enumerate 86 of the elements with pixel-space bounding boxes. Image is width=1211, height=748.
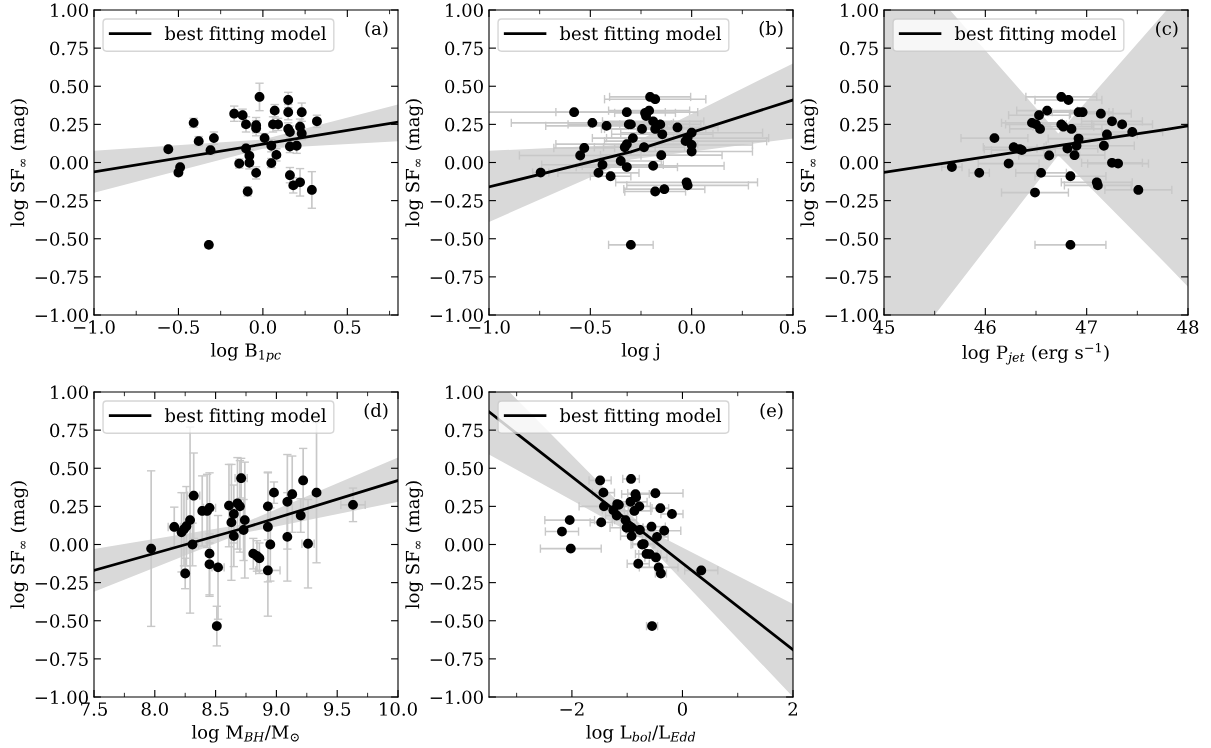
y-tick-label: 0.50 xyxy=(50,461,88,476)
y-tick-label: 0.00 xyxy=(50,537,88,552)
x-axis-title: log L$_{bol}$/L$_{Edd}$ xyxy=(586,724,696,743)
y-tick-label: 0.25 xyxy=(840,117,878,132)
y-tick-label: −1.00 xyxy=(430,690,483,705)
x-tick-label: −1.0 xyxy=(468,320,510,334)
legend-label: best fitting model xyxy=(164,26,327,44)
x-tick-label: 47 xyxy=(1075,320,1097,334)
x-tick-label: 9.5 xyxy=(323,702,351,716)
y-tick-label: 0.00 xyxy=(50,155,88,170)
y-tick-label: −0.25 xyxy=(35,576,88,590)
y-tick-label: 0.75 xyxy=(445,423,483,438)
x-tick-label: 8.5 xyxy=(202,702,229,716)
y-tick-label: 0.00 xyxy=(840,155,878,170)
y-tick-label: 0.75 xyxy=(445,41,483,56)
x-tick-label: −0.5 xyxy=(570,320,611,334)
y-tick-label: 0.25 xyxy=(50,117,88,132)
x-tick-label: −2 xyxy=(560,702,584,716)
y-tick-label: −0.75 xyxy=(430,270,483,284)
y-tick-label: 0.25 xyxy=(445,117,483,132)
x-tick-label: −0.5 xyxy=(158,320,199,334)
y-tick-label: −0.50 xyxy=(35,232,88,246)
x-axis-title: log M$_{BH}$/M$_{⊙}$ xyxy=(191,724,299,743)
y-tick-label: 1.00 xyxy=(51,3,88,18)
y-tick-label: −1.00 xyxy=(35,308,88,323)
y-tick-label: −0.50 xyxy=(430,232,483,246)
x-axis-title: log B$_{1pc}$ xyxy=(210,342,281,363)
y-tick-label: 0.75 xyxy=(50,423,88,438)
y-tick-label: −0.25 xyxy=(825,194,878,208)
legend-label: best fitting model xyxy=(559,26,722,44)
y-tick-label: 0.50 xyxy=(445,79,483,94)
x-tick-label: 48 xyxy=(1177,320,1199,334)
annotation: (b) xyxy=(759,21,783,38)
y-tick-label: −0.75 xyxy=(35,270,88,284)
y-tick-label: 1.00 xyxy=(51,385,88,400)
y-tick-label: 0.00 xyxy=(445,537,483,552)
y-tick-label: −0.75 xyxy=(430,652,483,666)
y-tick-label: −0.50 xyxy=(825,232,878,246)
x-tick-label: 0 xyxy=(677,702,687,716)
x-tick-label: 0.0 xyxy=(249,320,277,334)
y-tick-label: −0.75 xyxy=(35,652,88,666)
y-tick-label: −0.25 xyxy=(430,194,483,208)
y-tick-label: 1.00 xyxy=(446,385,483,400)
x-tick-label: 9.0 xyxy=(263,702,290,716)
y-axis-title: log SF$_{∞}$ (mag) xyxy=(800,99,819,227)
y-tick-label: 0.50 xyxy=(840,79,878,94)
y-tick-label: −1.00 xyxy=(825,308,878,323)
x-tick-label: −1.0 xyxy=(73,320,115,334)
x-tick-label: 46 xyxy=(974,320,996,334)
y-tick-label: 0.00 xyxy=(445,155,483,170)
annotation: (a) xyxy=(365,21,388,38)
y-tick-label: −0.25 xyxy=(35,194,88,208)
y-tick-label: −0.25 xyxy=(430,576,483,590)
x-tick-label: 2 xyxy=(788,702,797,716)
y-axis-title: log SF$_{∞}$ (mag) xyxy=(405,481,424,609)
legend-label: best fitting model xyxy=(559,408,722,426)
y-tick-label: −1.00 xyxy=(430,308,483,323)
y-tick-label: 0.50 xyxy=(50,79,88,94)
x-tick-label: 8.0 xyxy=(141,702,168,716)
x-tick-label: 0.0 xyxy=(678,320,705,334)
y-axis-title: log SF$_{∞}$ (mag) xyxy=(10,481,29,609)
y-axis-title: log SF$_{∞}$ (mag) xyxy=(405,99,424,227)
y-tick-label: −0.50 xyxy=(430,614,483,628)
y-tick-label: 1.00 xyxy=(446,3,483,18)
annotation: (c) xyxy=(1156,21,1178,38)
y-axis-title: log SF$_{∞}$ (mag) xyxy=(10,99,29,227)
y-tick-label: −0.75 xyxy=(825,270,878,284)
x-tick-label: 45 xyxy=(873,320,895,334)
annotation: (d) xyxy=(364,403,388,420)
x-tick-label: 7.5 xyxy=(81,702,107,716)
x-tick-label: 0.5 xyxy=(334,320,361,334)
y-tick-label: −1.00 xyxy=(35,690,88,705)
legend-label: best fitting model xyxy=(954,26,1117,44)
y-tick-label: 0.75 xyxy=(840,41,878,56)
legend-label: best fitting model xyxy=(164,408,327,426)
annotation: (e) xyxy=(760,403,783,420)
y-tick-label: 0.75 xyxy=(50,41,88,56)
x-tick-label: 10.0 xyxy=(380,702,417,716)
y-tick-label: 0.25 xyxy=(50,499,88,514)
y-tick-label: 0.25 xyxy=(445,499,483,514)
x-axis-title: log P$_{jet}$ (erg s$^{−1}$) xyxy=(962,342,1109,365)
y-tick-label: 0.50 xyxy=(445,461,483,476)
x-tick-label: 0.5 xyxy=(779,320,806,334)
y-tick-label: −0.50 xyxy=(35,614,88,628)
x-axis-title: log j xyxy=(621,342,659,361)
y-tick-label: 1.00 xyxy=(841,3,878,18)
